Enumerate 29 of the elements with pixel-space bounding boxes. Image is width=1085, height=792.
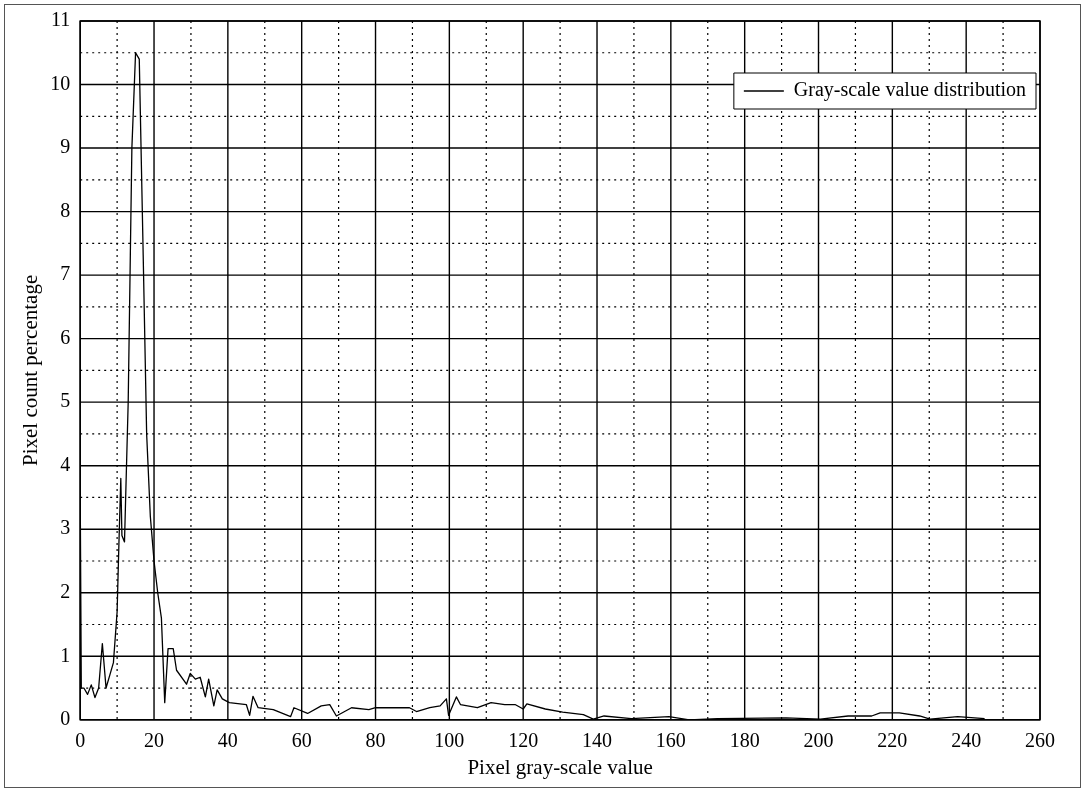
x-tick-label: 200 xyxy=(803,729,834,752)
y-tick-label: 1 xyxy=(60,643,71,666)
x-tick-label: 260 xyxy=(1025,729,1055,752)
x-tick-label: 220 xyxy=(877,729,908,752)
y-tick-label: 3 xyxy=(60,516,71,539)
y-tick-label: 6 xyxy=(60,325,71,348)
x-tick-label: 120 xyxy=(508,729,539,752)
y-tick-label: 7 xyxy=(60,262,71,285)
y-tick-label: 4 xyxy=(60,452,71,475)
x-tick-label: 80 xyxy=(365,729,386,752)
y-axis-title: Pixel count percentage xyxy=(18,274,43,467)
x-tick-label: 0 xyxy=(75,729,86,752)
y-tick-label: 11 xyxy=(50,8,71,31)
x-tick-label: 60 xyxy=(291,729,312,752)
legend-label: Gray-scale value distribution xyxy=(793,78,1027,102)
y-tick-label: 2 xyxy=(60,580,71,602)
x-tick-label: 180 xyxy=(729,729,760,752)
x-tick-label: 240 xyxy=(951,729,982,752)
x-tick-label: 140 xyxy=(582,729,613,752)
y-tick-label: 5 xyxy=(60,389,71,412)
y-tick-label: 9 xyxy=(60,135,71,158)
x-tick-label: 160 xyxy=(655,729,686,752)
x-tick-label: 40 xyxy=(217,729,238,752)
x-axis-title: Pixel gray-scale value xyxy=(467,754,653,779)
x-tick-label: 100 xyxy=(434,729,465,752)
y-tick-label: 10 xyxy=(50,71,71,94)
x-tick-label: 20 xyxy=(144,729,165,752)
y-tick-label: 0 xyxy=(60,707,71,730)
y-tick-label: 8 xyxy=(60,198,71,221)
